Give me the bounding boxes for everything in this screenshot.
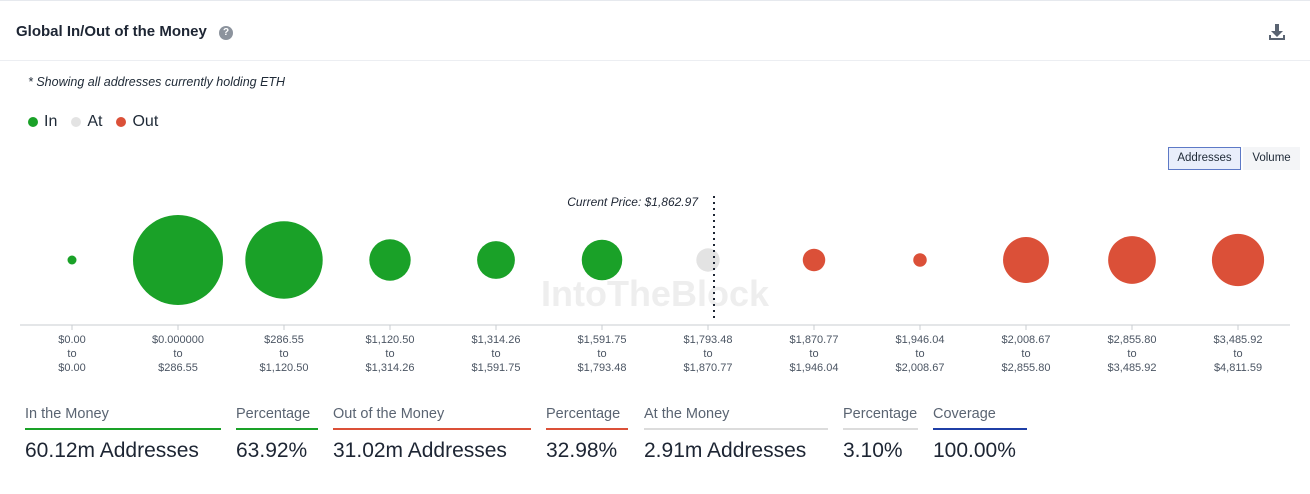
- tick-label: $286.55: [158, 362, 198, 374]
- watermark-text: IntoTheBlock: [541, 273, 770, 314]
- volume-toggle-button[interactable]: Volume: [1243, 147, 1300, 170]
- tick-label: $1,946.04: [896, 334, 945, 346]
- legend-item-out[interactable]: Out: [116, 113, 158, 131]
- bubble-in: [581, 239, 623, 281]
- widget-title: Global In/Out of the Money: [16, 23, 207, 40]
- tick-label: $2,008.67: [896, 362, 945, 374]
- download-icon[interactable]: [1268, 23, 1286, 41]
- stat-value: 3.10%: [843, 439, 903, 462]
- stat-value: 32.98%: [546, 439, 618, 462]
- legend-item-at[interactable]: At: [71, 113, 102, 131]
- tick-label: $2,008.67: [1002, 334, 1051, 346]
- tick-label: $1,314.26: [366, 362, 415, 374]
- stat-label: Coverage: [933, 406, 1027, 430]
- bubble-in: [245, 221, 323, 299]
- stat-value: 100.00%: [933, 439, 1016, 462]
- bubble-out: [913, 253, 927, 267]
- tick-label: $1,870.77: [790, 334, 839, 346]
- tick-label: $1,120.50: [260, 362, 309, 374]
- tick-label-connector: to: [1127, 348, 1136, 360]
- stat-label: In the Money: [25, 406, 221, 430]
- bubble-in: [477, 241, 515, 279]
- tick-label: $3,485.92: [1108, 362, 1157, 374]
- tick-label-connector: to: [597, 348, 606, 360]
- legend-dot-out: [116, 117, 127, 127]
- tick-label: $1,793.48: [578, 362, 627, 374]
- tick-label: $1,870.77: [684, 362, 733, 374]
- tick-label-connector: to: [67, 348, 76, 360]
- tick-label: $3,485.92: [1214, 334, 1263, 346]
- stat-label: Percentage: [236, 406, 318, 430]
- question-circle-icon[interactable]: ?: [219, 26, 233, 40]
- stat-at-the-money: At the Money 2.91m Addresses: [644, 406, 828, 463]
- legend-label-in: In: [44, 113, 58, 130]
- tick-label-connector: to: [703, 348, 712, 360]
- bubble-out: [1108, 236, 1156, 284]
- tick-label: $0.000000: [152, 334, 204, 346]
- tick-label-connector: to: [385, 348, 394, 360]
- tick-label: $4,811.59: [1214, 362, 1262, 374]
- legend-label-out: Out: [132, 113, 159, 130]
- stat-label: Out of the Money: [333, 406, 531, 430]
- bubble-out: [802, 248, 826, 272]
- tick-label: $1,120.50: [366, 334, 415, 346]
- stat-label: At the Money: [644, 406, 828, 430]
- tick-label-connector: to: [915, 348, 924, 360]
- bubble-chart: IntoTheBlock $0.00 to $0.00 $0.000000 to $286.…: [20, 195, 1290, 374]
- holding-note: * Showing all addresses currently holdin…: [28, 75, 286, 89]
- tick-label: $0.00: [58, 334, 86, 346]
- legend-label-at: At: [87, 113, 103, 130]
- stat-at-percentage: Percentage 3.10%: [843, 406, 918, 463]
- stat-in-percentage: Percentage 63.92%: [236, 406, 318, 463]
- current-price-label: Current Price: $1,862.97: [567, 195, 699, 209]
- tick-label: $2,855.80: [1108, 334, 1157, 346]
- widget-header: Global In/Out of the Money ?: [0, 1, 1310, 61]
- tick-label: $1,946.04: [790, 362, 839, 374]
- addresses-toggle-button[interactable]: Addresses: [1168, 147, 1241, 170]
- stat-value: 60.12m Addresses: [25, 439, 199, 462]
- tick-label: $286.55: [264, 334, 304, 346]
- bubble-out: [1003, 237, 1049, 283]
- stats-row: In the Money 60.12m Addresses Percentage…: [0, 406, 1310, 486]
- tick-label-connector: to: [1233, 348, 1242, 360]
- chart-legend: In At Out: [28, 112, 172, 132]
- bubble-in: [133, 215, 223, 305]
- legend-dot-in: [28, 117, 38, 127]
- stat-value: 2.91m Addresses: [644, 439, 807, 462]
- bubble-in: [369, 239, 411, 281]
- tick-label: $0.00: [58, 362, 86, 374]
- tick-label-connector: to: [279, 348, 288, 360]
- tick-label: $1,591.75: [578, 334, 627, 346]
- legend-dot-at: [71, 117, 82, 127]
- stat-label: Percentage: [546, 406, 628, 430]
- stat-out-percentage: Percentage 32.98%: [546, 406, 628, 463]
- bubble-out: [1211, 233, 1265, 287]
- tick-label: $1,793.48: [684, 334, 733, 346]
- tick-label-connector: to: [809, 348, 818, 360]
- stat-value: 31.02m Addresses: [333, 439, 507, 462]
- stat-value: 63.92%: [236, 439, 308, 462]
- stat-coverage: Coverage 100.00%: [933, 406, 1027, 463]
- bubble-in: [67, 255, 77, 265]
- tick-label: $1,314.26: [472, 334, 521, 346]
- bubble-at: [696, 248, 720, 272]
- tick-label-connector: to: [1021, 348, 1030, 360]
- tick-label-connector: to: [491, 348, 500, 360]
- tick-label-connector: to: [173, 348, 182, 360]
- stat-label: Percentage: [843, 406, 918, 430]
- legend-item-in[interactable]: In: [28, 113, 57, 131]
- tick-label: $1,591.75: [472, 362, 521, 374]
- stat-out-of-the-money: Out of the Money 31.02m Addresses: [333, 406, 531, 463]
- stat-in-the-money: In the Money 60.12m Addresses: [25, 406, 221, 463]
- tick-label: $2,855.80: [1002, 362, 1051, 374]
